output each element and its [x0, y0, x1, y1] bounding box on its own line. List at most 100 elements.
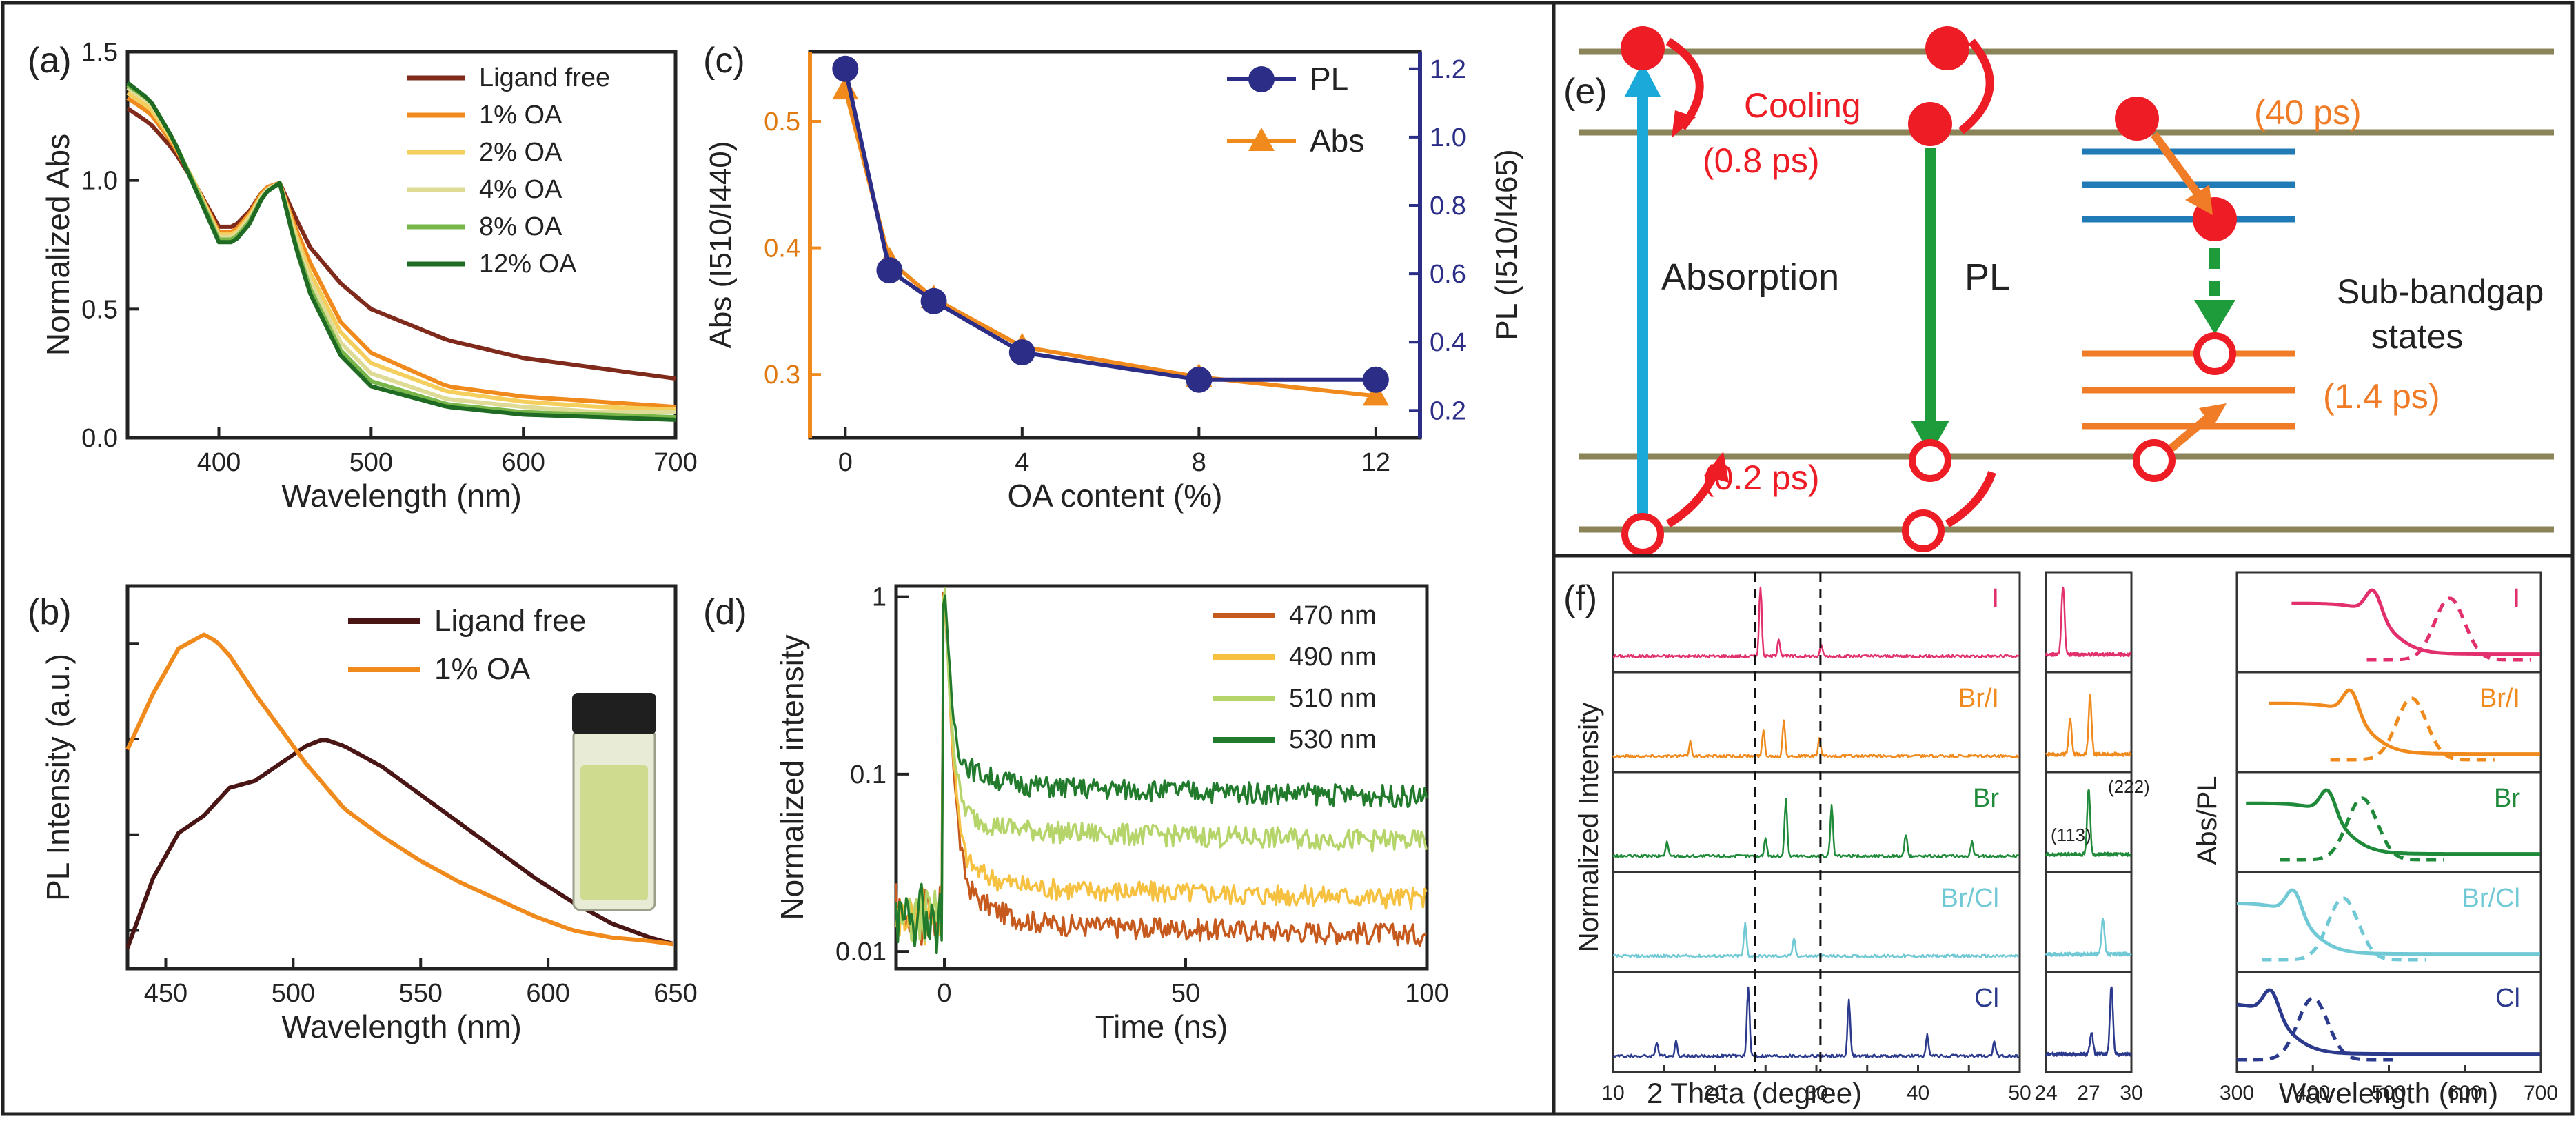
y-tick-label: 0.0 — [81, 424, 118, 453]
legend-entry-4: 8% OA — [479, 212, 562, 241]
xrd-y-axis-label: Normalized Intensity — [1574, 703, 1604, 952]
y-axis-label: PL Intensity (a.u.) — [40, 654, 76, 901]
legend-entry-0: Ligand free — [479, 63, 610, 92]
y-tick-label: 1.0 — [81, 167, 118, 196]
sub-bandgap-arrowhead — [2194, 300, 2235, 334]
xrd-trace-1 — [1612, 719, 2020, 759]
panel-label-f: (f) — [1563, 578, 1597, 618]
xrd-x-tick-label: 30 — [1805, 1082, 1827, 1104]
xrd-x-tick-label: 50 — [2008, 1082, 2031, 1104]
xrd-inset-trace-1 — [2045, 694, 2132, 757]
panel-b: 450 500 550 600 650 Wavelength (nm) PL Intensi… — [28, 584, 698, 1044]
pl-marker — [1362, 366, 1389, 393]
xrd-inset-trace-0 — [2045, 586, 2132, 657]
x-tick-label: 100 — [1405, 979, 1448, 1008]
xrd-trace-4 — [1612, 986, 2019, 1059]
recomb-time-label: (1.4 ps) — [2323, 377, 2440, 416]
pl-marker — [1008, 339, 1035, 366]
xrd-inset-x-tick-label: 24 — [2034, 1082, 2057, 1104]
plot-frame — [125, 50, 678, 440]
xrd-x-axis-label: 2 Theta (degree) — [1647, 1077, 1862, 1109]
pl-marker — [832, 55, 859, 82]
pl-marker — [920, 287, 947, 314]
abspl-x-tick-label: 500 — [2371, 1082, 2406, 1104]
legend-entry-1: 1% OA — [434, 652, 531, 686]
subbandgap-label-1: Sub-bandgap — [2337, 272, 2544, 311]
pl-marker — [1186, 366, 1213, 393]
pl-trace-3 — [2262, 896, 2426, 962]
abs-trace-3 — [2237, 888, 2540, 956]
x-tick-label: 400 — [197, 448, 241, 477]
pl-trace-1 — [2330, 696, 2495, 762]
series-line-pl — [843, 68, 1376, 382]
series-line-3 — [126, 85, 676, 414]
decay-trace-2 — [895, 587, 1428, 943]
x-tick-label: 50 — [1171, 979, 1200, 1008]
panel-a: 400 500 600 700 0.0 0.5 1.0 1.5 Wavelength (nm) N… — [28, 38, 698, 514]
series-line-1 — [125, 632, 673, 947]
hole-vb — [1909, 439, 1951, 482]
y-tick-label-left: 0.4 — [764, 234, 800, 263]
hole-vb-2 — [1902, 509, 1945, 552]
pl-trace-4 — [2237, 996, 2395, 1062]
abspl-row-label-4: Cl — [2495, 984, 2520, 1013]
vial-photo — [572, 693, 656, 911]
panel-label-d: (d) — [703, 592, 747, 632]
abspl-x-tick-label: 700 — [2524, 1082, 2558, 1104]
inset-annotation-222: (222) — [2108, 776, 2150, 797]
x-tick-label: 550 — [399, 979, 443, 1008]
vial-liquid — [580, 765, 648, 900]
x-tick-label: 600 — [501, 448, 545, 477]
series-line-1 — [126, 96, 676, 410]
pl-arrowhead — [1911, 421, 1949, 455]
plot-frame — [894, 584, 1429, 971]
panel-label-e: (e) — [1563, 72, 1608, 112]
abspl-x-axis-label: Wavelength (nm) — [2279, 1077, 2498, 1109]
y-tick-label: 0.1 — [850, 760, 886, 789]
pl-marker — [876, 257, 903, 284]
series-line-abs — [843, 89, 1377, 398]
trapping-arrowhead — [2185, 185, 2213, 215]
panel-e: (e) Cooling (0.8 ps) Absorption PL (40 ps) Sub… — [1563, 26, 2554, 556]
xrd-inset-x-tick-label: 27 — [2077, 1082, 2100, 1104]
xrd-row-label-0: I — [1991, 584, 1999, 613]
legend-entry-0: 470 nm — [1289, 601, 1377, 630]
y-tick-label-right: 0.8 — [1430, 192, 1466, 221]
x-tick-label: 450 — [144, 979, 187, 1008]
y-tick-label: 1 — [872, 583, 886, 612]
abs-trace-1 — [2269, 688, 2540, 756]
abspl-y-axis-label: Abs/PL — [2192, 776, 2222, 865]
electron-cooled — [1908, 102, 1952, 146]
decay-trace-1 — [895, 595, 1428, 946]
xrd-trace-0 — [1612, 586, 2020, 659]
legend-entry-2: 510 nm — [1289, 684, 1377, 713]
xrd-inset-trace-3 — [2045, 918, 2132, 957]
legend-entry-3: 4% OA — [479, 175, 562, 204]
y-axis-label: Normalized intensity — [774, 634, 810, 920]
legend-entry-pl: PL — [1310, 61, 1348, 97]
x-axis-label: Time (ns) — [1095, 1009, 1228, 1044]
series-line-0 — [126, 106, 676, 381]
xrd-row-label-4: Cl — [1974, 984, 1999, 1013]
x-tick-label: 700 — [653, 448, 697, 477]
panel-label-c: (c) — [703, 41, 745, 81]
decay-trace-0 — [895, 591, 1427, 947]
trap-time-label: (40 ps) — [2254, 93, 2362, 132]
abs-trace-0 — [2291, 588, 2540, 656]
y-tick-label-right: 0.6 — [1430, 260, 1466, 289]
legend-marker-abs — [1248, 128, 1275, 151]
x-tick-label: 8 — [1192, 448, 1206, 477]
xrd-inset-trace-2 — [2045, 789, 2132, 857]
electron-hot — [1621, 26, 1665, 70]
decay-trace-3 — [895, 594, 1428, 955]
xrd-inset-x-tick-label: 30 — [2120, 1082, 2142, 1104]
xrd-row-label-1: Br/I — [1958, 684, 1999, 713]
abspl-x-tick-label: 400 — [2295, 1082, 2330, 1104]
y-tick-label-right: 1.0 — [1430, 123, 1466, 152]
y-tick-label-left: 0.3 — [764, 361, 800, 390]
legend-entry-1: 490 nm — [1289, 643, 1377, 671]
x-tick-label: 0 — [838, 448, 853, 477]
pl-trace-2 — [2280, 796, 2444, 862]
xrd-inset-trace-4 — [2045, 986, 2132, 1057]
